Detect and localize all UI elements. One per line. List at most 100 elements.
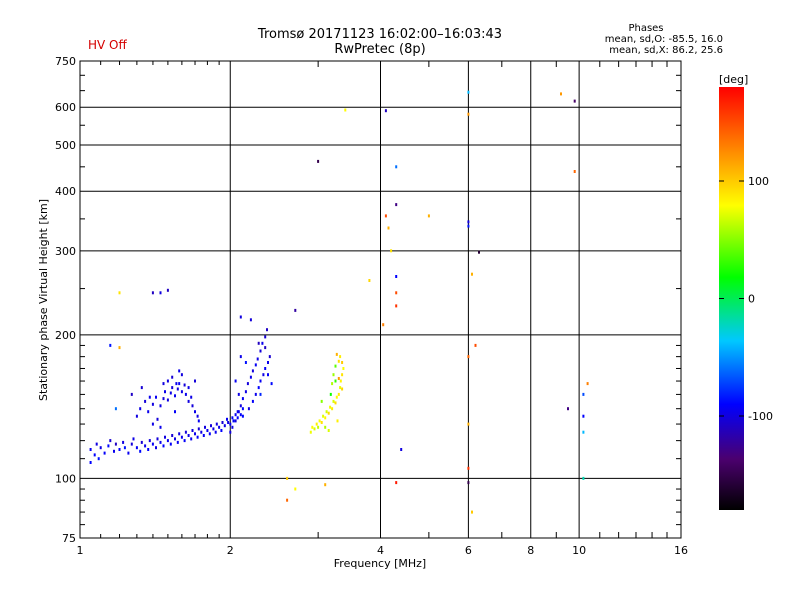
- echo-points: [89, 90, 589, 514]
- echo-point: [467, 220, 470, 224]
- echo-point: [174, 394, 176, 398]
- echo-point: [191, 404, 194, 408]
- echo-point: [122, 440, 125, 444]
- echo-point: [214, 430, 217, 434]
- echo-point: [229, 430, 232, 434]
- echo-point: [218, 425, 221, 429]
- echo-point: [239, 355, 242, 359]
- echo-point: [582, 414, 585, 418]
- echo-point: [196, 435, 199, 439]
- echo-point: [256, 357, 259, 361]
- echo-point: [151, 442, 154, 446]
- echo-point: [467, 112, 470, 116]
- y-tick-label: 750: [55, 55, 76, 68]
- echo-point: [266, 328, 268, 332]
- echo-point: [467, 481, 470, 485]
- echo-point: [175, 382, 178, 386]
- echo-point: [234, 379, 237, 383]
- echo-point: [187, 386, 190, 390]
- echo-point: [341, 387, 344, 391]
- echo-point: [226, 417, 228, 421]
- echo-point: [114, 442, 117, 446]
- echo-point: [190, 437, 193, 441]
- echo-point: [241, 407, 244, 411]
- echo-point: [344, 108, 347, 112]
- echo-point: [103, 451, 106, 455]
- echo-point: [251, 369, 254, 373]
- echo-point: [467, 355, 470, 359]
- echo-point: [171, 375, 174, 379]
- echo-point: [339, 355, 342, 359]
- echo-point: [582, 392, 585, 396]
- echo-point: [162, 397, 165, 401]
- echo-point: [118, 346, 121, 350]
- echo-point: [337, 359, 340, 363]
- echo-point: [294, 487, 297, 491]
- echo-point: [184, 392, 187, 396]
- y-tick-label: 200: [55, 329, 76, 342]
- echo-point: [236, 410, 239, 414]
- echo-point: [320, 421, 323, 424]
- echo-point: [180, 373, 183, 377]
- echo-point: [89, 448, 92, 451]
- colorbar-ticks: 100 0 -100: [719, 175, 773, 423]
- echo-point: [259, 392, 262, 396]
- echo-point: [241, 397, 244, 401]
- echo-point: [427, 214, 430, 218]
- colorbar-tick-label: 100: [748, 175, 769, 188]
- echo-point: [113, 449, 115, 453]
- echo-point: [202, 434, 205, 437]
- echo-point: [267, 373, 269, 377]
- echo-point: [334, 401, 337, 405]
- echo-point: [573, 170, 576, 173]
- echo-point: [162, 444, 165, 448]
- echo-point: [325, 410, 328, 414]
- echo-point: [208, 432, 211, 436]
- echo-point: [178, 382, 181, 386]
- echo-point: [139, 449, 142, 453]
- echo-point: [174, 437, 176, 441]
- echo-point: [261, 341, 264, 345]
- echo-point: [210, 424, 212, 428]
- echo-point: [234, 419, 237, 423]
- echo-point: [147, 448, 150, 451]
- echo-point: [187, 434, 190, 437]
- echo-point: [395, 304, 398, 308]
- echo-point: [337, 392, 340, 396]
- echo-point: [144, 399, 147, 403]
- echo-point: [159, 440, 162, 444]
- echo-point: [582, 476, 585, 480]
- echo-point: [132, 437, 135, 441]
- echo-point: [183, 383, 186, 387]
- echo-point: [162, 382, 165, 386]
- echo-point: [254, 392, 257, 396]
- echo-point: [264, 335, 267, 339]
- echo-point: [247, 407, 250, 411]
- echo-point: [194, 432, 196, 436]
- echo-point: [166, 398, 169, 402]
- echo-point: [155, 446, 157, 450]
- echo-point: [586, 382, 589, 386]
- echo-point: [151, 422, 154, 426]
- echo-point: [339, 386, 342, 390]
- echo-point: [327, 429, 330, 432]
- echo-point: [332, 399, 335, 403]
- echo-point: [327, 411, 330, 415]
- echo-point: [169, 391, 172, 395]
- echo-point: [264, 367, 267, 370]
- x-tick-label: 2: [227, 544, 234, 557]
- y-tick-label: 600: [55, 101, 76, 114]
- colorbar-tick-label: 0: [748, 293, 755, 306]
- chart-title-line2: RwPretec (8p): [334, 42, 425, 57]
- echo-point: [130, 392, 133, 396]
- echo-point: [148, 395, 151, 399]
- echo-point: [166, 379, 169, 383]
- echo-point: [135, 446, 138, 450]
- echo-point: [232, 419, 235, 423]
- echo-point: [183, 439, 186, 443]
- echo-point: [334, 364, 337, 368]
- echo-point: [467, 90, 470, 94]
- echo-point: [95, 442, 98, 446]
